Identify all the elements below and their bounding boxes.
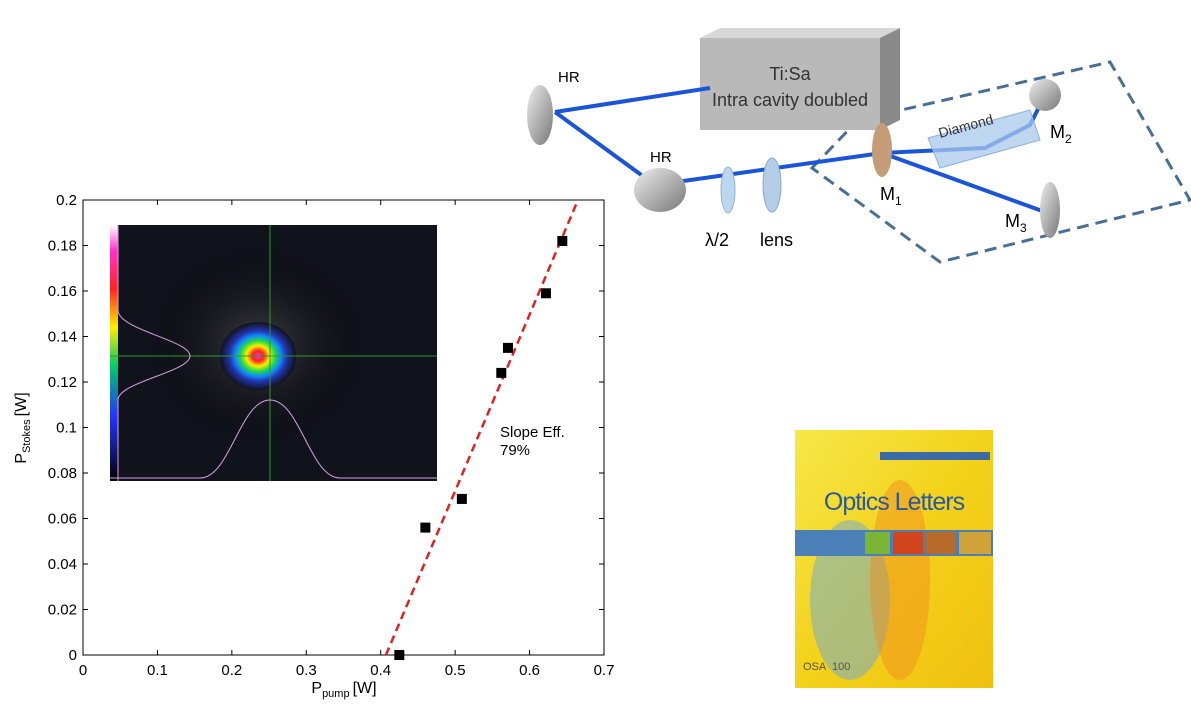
label: HR (558, 69, 580, 86)
x-label-sub: pump (322, 688, 350, 700)
label: M (1005, 211, 1020, 231)
label: M (880, 184, 895, 204)
y-tick-label: 0.12 (48, 374, 77, 391)
y-tick-label: 0.14 (48, 329, 77, 346)
label: 1 (895, 194, 902, 208)
y-tick-label: 0.02 (48, 602, 77, 619)
point (457, 494, 467, 504)
label: M3 (1005, 211, 1027, 235)
cover-publisher: OSA (803, 661, 827, 673)
label: 2 (1065, 132, 1072, 146)
label: lens (760, 230, 793, 250)
x-label-unit: [W] (353, 680, 377, 697)
journal-cover: Optics Letters OSA 100 (795, 430, 993, 688)
label: HR (650, 149, 672, 166)
setup-diagram: HR HR Ti:Sa Intra cavity doubled Diamond… (527, 28, 1190, 262)
y-tick-label: 0.2 (56, 192, 77, 209)
y-tick-label: 0.18 (48, 238, 77, 255)
x-tick-label: 0.1 (147, 662, 168, 679)
point (557, 236, 567, 246)
figure: PStokes[W] Ppump[W] Slope Eff. 79% 00.10… (0, 0, 1191, 707)
y-axis-label: PStokes [W] (13, 392, 33, 463)
label: M1 (880, 184, 902, 208)
label: 3 (1020, 221, 1027, 235)
beam-profile-inset (110, 225, 437, 481)
label: Ti:Sa (769, 64, 811, 84)
y-label-sub: Stokes (21, 419, 33, 453)
y-tick-label: 0.06 (48, 511, 77, 528)
label: Intra cavity doubled (712, 90, 868, 110)
y-tick-label: 0.16 (48, 283, 77, 300)
annotation: 79% (500, 442, 530, 459)
x-tick-label: 0.5 (445, 662, 466, 679)
x-label-main: P (311, 680, 322, 697)
x-tick-label: 0.3 (296, 662, 317, 679)
y-tick-label: 0 (69, 647, 77, 664)
annotation: Slope Eff. (500, 424, 565, 441)
point (394, 650, 404, 660)
x-tick-label: 0.2 (221, 662, 242, 679)
x-tick-label: 0 (79, 662, 87, 679)
cover-anniversary: 100 (832, 661, 850, 673)
y-tick-label: 0.1 (56, 420, 77, 437)
label: M2 (1050, 122, 1072, 146)
cover-title: Optics Letters (824, 488, 965, 516)
x-tick-label: 0.4 (370, 662, 391, 679)
x-tick-label: 0.6 (519, 662, 540, 679)
label: M (1050, 122, 1065, 142)
x-axis-label: Ppump[W] (311, 680, 376, 700)
label: λ/2 (705, 230, 729, 250)
y-label-unit: [W] (13, 392, 30, 416)
point (496, 368, 506, 378)
y-tick-label: 0.08 (48, 465, 77, 482)
point (541, 288, 551, 298)
point (503, 343, 513, 353)
point (420, 523, 430, 533)
x-tick-label: 0.7 (594, 662, 615, 679)
y-tick-label: 0.04 (48, 556, 77, 573)
y-label-main: P (13, 453, 30, 464)
